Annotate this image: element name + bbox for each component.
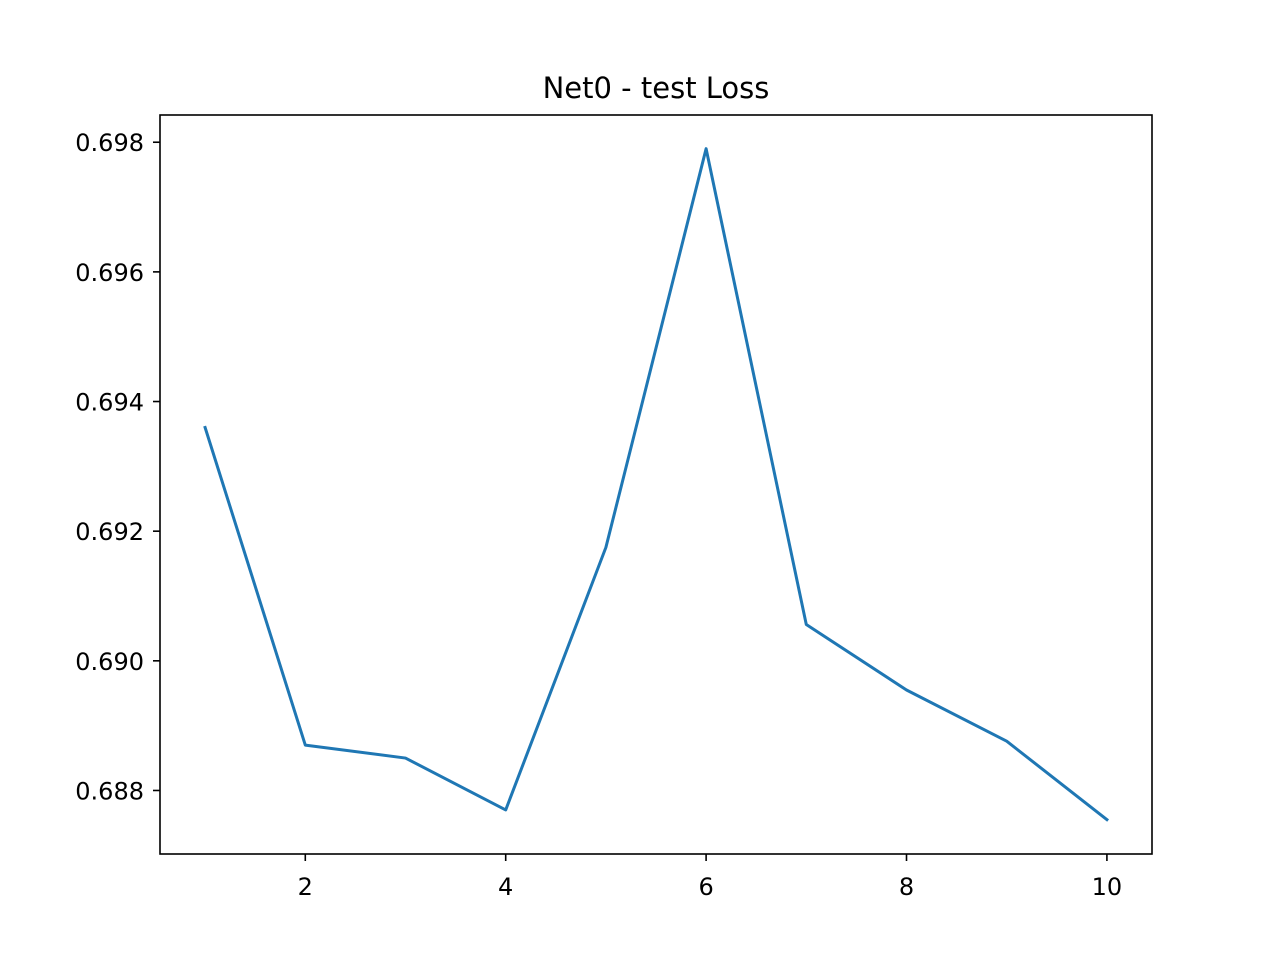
y-axis: 0.688 0.690 0.692 0.694 0.696 0.698 [75,129,160,805]
y-tick-label: 0.696 [75,259,144,287]
x-tick-label: 8 [899,873,914,901]
x-tick-label: 4 [498,873,513,901]
x-tick-label: 2 [298,873,313,901]
x-tick-label: 6 [698,873,713,901]
y-tick-label: 0.690 [75,648,144,676]
series-line [203,147,1110,822]
x-tick-label: 10 [1092,873,1123,901]
series-layer [203,147,1110,822]
chart-title: Net0 - test Loss [543,71,770,105]
y-tick-label: 0.698 [75,129,144,157]
y-tick-label: 0.692 [75,518,144,546]
plot-frame [159,114,1153,855]
y-tick-label: 0.688 [75,777,144,805]
x-axis: 2 4 6 8 10 [298,854,1123,901]
y-tick-label: 0.694 [75,389,144,417]
